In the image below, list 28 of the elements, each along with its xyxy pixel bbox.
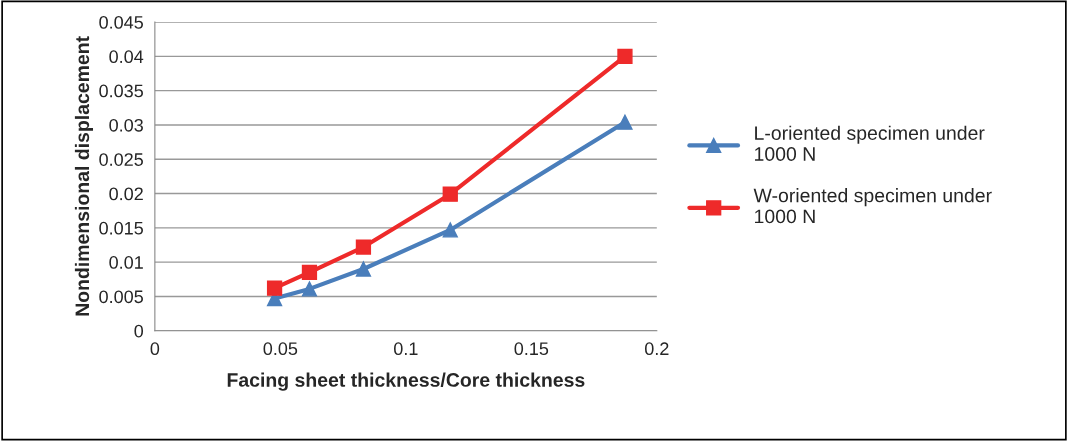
y-tick-label: 0.025: [99, 153, 143, 166]
point: [301, 264, 318, 281]
y-tick-label: 0.015: [99, 221, 143, 235]
y-tick-label: 0.035: [99, 84, 143, 98]
x-tick-label: 0.2: [644, 342, 669, 356]
point: [617, 114, 633, 130]
y-tick-label: 0.02: [109, 187, 143, 201]
y-axis-title: Nondimensional displacement: [74, 36, 94, 316]
y-tick-label: 0.005: [99, 290, 143, 304]
point: [301, 281, 318, 297]
legend-label: L-oriented specimen under 1000 N: [755, 125, 985, 161]
x-axis-title: Facing sheet thickness/Core thickness: [227, 372, 585, 391]
point: [442, 186, 458, 202]
legend-label: W-oriented specimen under 1000 N: [753, 188, 992, 224]
y-tick-label: 0.04: [109, 50, 144, 64]
point: [355, 239, 372, 255]
point: [442, 222, 458, 238]
y-tick-label: 0.03: [109, 118, 143, 132]
y-tick-label: 0.01: [109, 256, 143, 269]
x-tick-label: 0.05: [263, 342, 298, 356]
point: [266, 280, 283, 296]
y-tick-label: 0: [134, 324, 144, 338]
x-tick-label: 0: [150, 342, 160, 356]
x-tick-label: 0.1: [394, 342, 418, 356]
x-tick-label: 0.15: [514, 342, 549, 356]
point: [617, 48, 633, 64]
y-tick-label: 0.045: [99, 15, 143, 29]
point: [355, 261, 372, 277]
